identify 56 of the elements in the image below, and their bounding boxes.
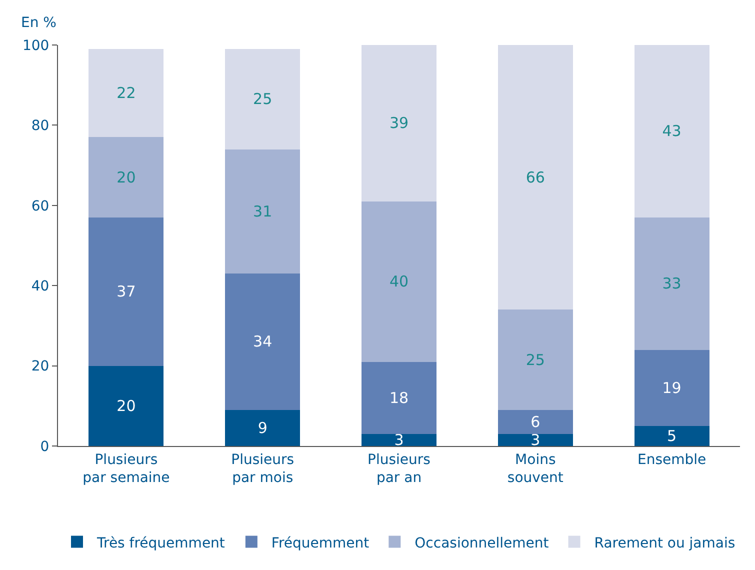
y-tick-label: 40	[31, 278, 50, 294]
bar	[498, 45, 573, 310]
bar	[225, 49, 300, 150]
data-label: 66	[526, 168, 545, 186]
bar	[88, 137, 164, 218]
y-axis-title: En %	[21, 15, 56, 31]
bar	[634, 217, 710, 350]
x-tick-label: Plusieurs par an	[368, 452, 430, 486]
data-label: 25	[526, 350, 545, 369]
bar	[88, 49, 164, 138]
y-tick-label: 80	[31, 118, 50, 134]
data-label: 39	[389, 114, 409, 132]
bar	[498, 410, 573, 434]
bar	[361, 362, 437, 434]
bar	[225, 149, 300, 274]
data-label: 37	[116, 282, 136, 301]
legend-label: Occasionnellement	[414, 535, 550, 552]
bar	[225, 274, 300, 410]
data-label: 40	[389, 272, 409, 291]
data-label: 22	[116, 84, 136, 102]
data-label: 25	[253, 90, 272, 108]
legend-label: Très fréquemment	[96, 535, 226, 552]
bar	[498, 310, 573, 410]
bar	[634, 350, 710, 426]
bar	[498, 434, 573, 446]
y-tick-label: 20	[31, 358, 50, 375]
bar	[225, 410, 300, 446]
legend-label: Fréquemment	[271, 535, 370, 552]
x-tick-label: Moins souvent	[507, 452, 564, 486]
x-tick-label: Plusieurs par mois	[231, 452, 294, 486]
bar	[634, 426, 710, 446]
data-label: 18	[389, 388, 409, 407]
bar	[88, 366, 164, 446]
data-label: 9	[258, 418, 268, 437]
data-label: 20	[116, 396, 136, 415]
data-label: 34	[253, 332, 272, 351]
y-tick-label: 60	[31, 198, 50, 214]
bar	[361, 45, 437, 202]
data-label: 6	[530, 412, 540, 431]
y-tick-label: 0	[40, 438, 50, 455]
x-tick-label: Plusieurs par semaine	[82, 452, 170, 486]
data-label: 31	[253, 202, 272, 220]
data-label: 3	[394, 430, 404, 449]
data-label: 43	[662, 122, 682, 140]
bar	[634, 45, 710, 218]
data-label: 20	[116, 168, 136, 186]
bar	[361, 434, 437, 446]
data-label: 5	[667, 426, 677, 445]
x-tick-label: Ensemble	[637, 452, 706, 468]
bar	[361, 201, 437, 362]
data-label: 3	[530, 430, 540, 449]
data-label: 19	[662, 378, 682, 397]
y-tick-label: 100	[22, 38, 50, 54]
data-label: 33	[662, 274, 682, 293]
bar	[88, 217, 164, 366]
legend-label: Rarement ou jamais	[594, 535, 736, 552]
